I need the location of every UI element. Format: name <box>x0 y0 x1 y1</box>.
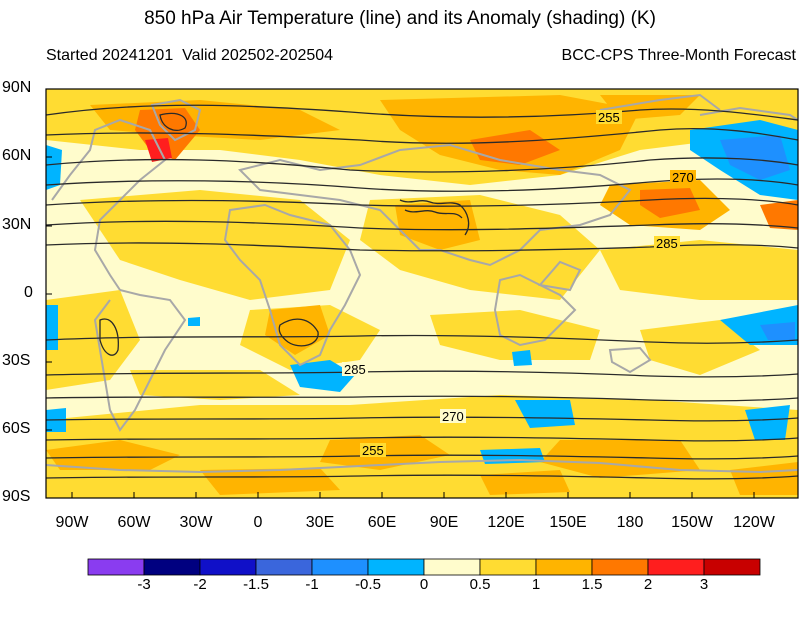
lon-label-120w: 120W <box>733 514 775 531</box>
lon-label-60w: 60W <box>117 514 151 531</box>
anomaly-shading: 255 270 285 285 270 255 <box>46 89 798 498</box>
colorbar-swatch <box>479 558 537 576</box>
colorbar-swatch <box>87 558 145 576</box>
colorbar-swatch <box>591 558 649 576</box>
lat-label-30s: 30S <box>2 352 31 369</box>
lat-label-90n: 90N <box>2 79 32 96</box>
lon-label-150e: 150E <box>549 514 587 531</box>
contour-label-285-south: 285 <box>344 362 366 377</box>
lon-label-0: 0 <box>253 514 263 531</box>
colorbar-swatch <box>199 558 257 576</box>
axis-ticks <box>46 88 755 499</box>
colorbar-swatch <box>703 558 761 576</box>
temperature-contours <box>46 104 798 480</box>
lat-label-30n: 30N <box>2 216 32 233</box>
contour-label-255-south: 255 <box>362 443 384 458</box>
colorbar-swatch <box>143 558 201 576</box>
colorbar-tick-label: 0.5 <box>469 576 491 593</box>
anomaly-1.5-2 <box>135 108 798 230</box>
lon-label-60e: 60E <box>367 514 397 531</box>
anomaly-neg-1-neg-0.5 <box>720 135 790 180</box>
colorbar-tick-label: -0.5 <box>355 576 381 593</box>
colorbar-tick-label: 0 <box>419 576 429 593</box>
contour-labels: 255 270 285 285 270 255 <box>342 110 696 458</box>
colorbar-tick-label: -1 <box>305 576 319 593</box>
colorbar-tick-label: 2 <box>643 576 653 593</box>
colorbar-swatch <box>535 558 593 576</box>
colorbar-swatch <box>311 558 369 576</box>
contour-label-270-north: 270 <box>672 170 694 185</box>
lon-label-30e: 30E <box>305 514 335 531</box>
colorbar-swatch <box>255 558 313 576</box>
lat-label-60n: 60N <box>2 147 32 164</box>
contour-label-285-north: 285 <box>656 236 678 251</box>
colorbar-tick-label: 1.5 <box>581 576 603 593</box>
chart-title: 850 hPa Air Temperature (line) and its A… <box>144 8 656 29</box>
colorbar-tick-label: -3 <box>137 576 151 593</box>
contour-label-270-south: 270 <box>442 409 464 424</box>
contour-label-255-north: 255 <box>598 110 620 125</box>
lon-label-120e: 120E <box>487 514 525 531</box>
lat-label-60s: 60S <box>2 420 31 437</box>
forecast-model-name: BCC-CPS Three-Month Forecast <box>561 47 796 64</box>
colorbar-swatch <box>423 558 481 576</box>
lon-label-90w: 90W <box>55 514 89 531</box>
forecast-date-info: Started 20241201 Valid 202502-202504 <box>46 47 334 64</box>
colorbar-tick-label: -2 <box>193 576 207 593</box>
lon-label-30w: 30W <box>179 514 213 531</box>
lat-label-eq: 0 <box>24 284 33 301</box>
anomaly-neg-1-neg-0.5-2 <box>760 322 795 340</box>
colorbar-tick-label: -1.5 <box>243 576 269 593</box>
colorbar-tick-label: 1 <box>531 576 541 593</box>
colorbar <box>87 558 761 576</box>
lat-label-90s: 90S <box>2 488 31 505</box>
lon-label-150w: 150W <box>671 514 713 531</box>
colorbar-tick-label: 3 <box>699 576 709 593</box>
colorbar-swatch <box>647 558 705 576</box>
colorbar-swatch <box>367 558 425 576</box>
lon-label-180: 180 <box>616 514 644 531</box>
lon-label-90e: 90E <box>429 514 459 531</box>
anomaly-2-3 <box>145 138 172 162</box>
